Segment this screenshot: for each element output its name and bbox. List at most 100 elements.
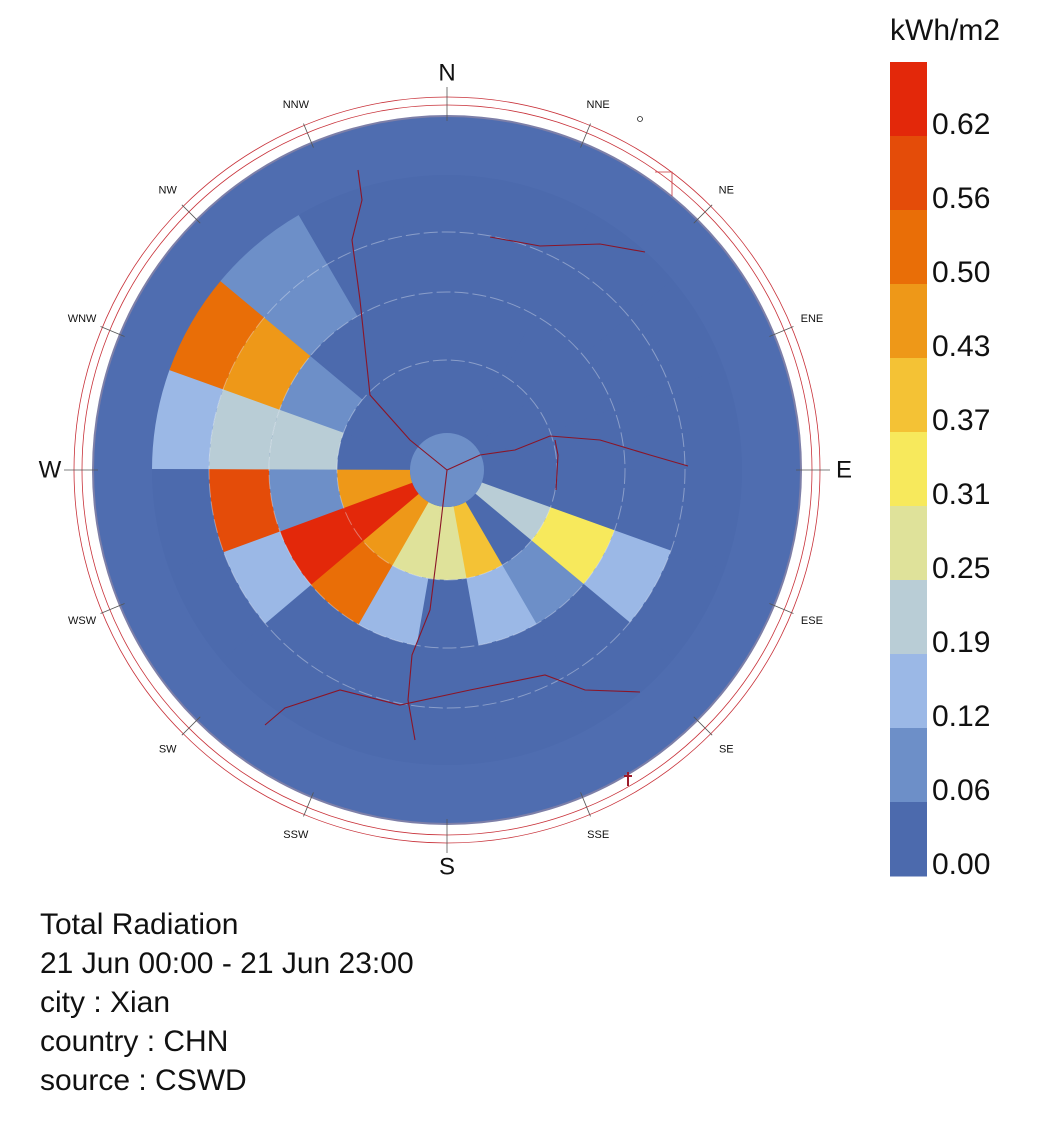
sun-marker: [624, 772, 632, 786]
rose-sector-inner: [343, 482, 419, 542]
legend-color-swatch: [890, 432, 927, 507]
direction-label-nw: NW: [159, 185, 178, 197]
rose-sector-inner: [475, 482, 551, 542]
info-title: Total Radiation: [40, 908, 239, 941]
rose-sector-inner: [391, 501, 441, 579]
rose-sector-middle: [357, 565, 429, 646]
direction-tick: [100, 603, 125, 614]
sun-marker: [637, 116, 643, 122]
legend-color-swatch: [890, 136, 927, 211]
rose-sector-edge: [394, 175, 500, 236]
rose-sector-outer: [223, 530, 312, 624]
rose-sector-middle: [550, 469, 625, 532]
rose-sector-inner: [475, 398, 551, 458]
rose-sector-middle: [279, 507, 363, 585]
info-source: source : CSWD: [40, 1064, 247, 1097]
legend-color-swatch: [890, 654, 927, 729]
direction-tick: [769, 326, 794, 337]
rose-sector-edge: [169, 550, 266, 661]
rose-sector-inner: [337, 469, 413, 508]
legend-tick-label: 0.19: [932, 626, 991, 659]
direction-label-nnw: NNW: [283, 99, 310, 111]
sunpath-line: [489, 236, 646, 253]
rose-sector-edge: [565, 214, 674, 318]
rose-sector-inner: [343, 398, 419, 458]
direction-tick: [181, 716, 201, 736]
legend-tick-label: 0.06: [932, 774, 991, 807]
rose-sector-outer: [209, 469, 280, 553]
rose-sector-middle: [269, 469, 344, 532]
rose-sector-edge: [670, 468, 743, 572]
legend-color-swatch: [890, 284, 927, 359]
info-block: Total Radiation 21 Jun 00:00 - 21 Jun 23…: [40, 905, 414, 1100]
rose-sector-edge: [220, 622, 329, 726]
direction-tick: [181, 204, 201, 224]
rose-sector-middle: [531, 355, 615, 433]
sunpath-line: [264, 674, 641, 726]
direction-tick: [303, 792, 314, 817]
ring-separator: [208, 231, 686, 709]
legend-tick-label: 0.43: [932, 330, 991, 363]
rose-sector-inner: [481, 432, 557, 471]
rose-sector-middle: [310, 540, 393, 625]
rose-sector-middle: [465, 294, 537, 375]
info-city: city : Xian: [40, 986, 171, 1019]
direction-label-ene: ENE: [801, 313, 824, 325]
legend-tick-label: 0.37: [932, 404, 991, 437]
sunpath-line: [446, 435, 689, 471]
direction-tick: [769, 603, 794, 614]
direction-label-w: W: [39, 457, 62, 484]
legend-tick-label: 0.50: [932, 256, 991, 289]
direction-tick: [693, 716, 713, 736]
rose-sector-edge: [298, 179, 407, 265]
direction-label-wnw: WNW: [68, 313, 97, 325]
rose-sector-inner: [337, 432, 413, 471]
rose-sector-middle: [415, 292, 479, 362]
rose-sector-edge: [487, 179, 596, 265]
rose-sector-inner: [391, 361, 441, 439]
rose-sector-outer: [535, 263, 630, 357]
direction-label-sw: SW: [159, 743, 177, 755]
direction-label-n: N: [438, 60, 455, 87]
legend-tick-label: 0.12: [932, 700, 991, 733]
rose-sector-middle: [531, 507, 615, 585]
legend-color-swatch: [890, 728, 927, 803]
rose-sector-edge: [152, 468, 224, 572]
direction-label-nne: NNE: [587, 99, 610, 111]
rose-sector-outer: [614, 469, 685, 553]
direction-tick: [693, 204, 713, 224]
legend-color-swatch: [890, 210, 927, 285]
legend-tick-label: 0.31: [932, 478, 991, 511]
rose-sector-inner: [453, 501, 503, 579]
rose-sector-middle: [279, 355, 363, 433]
info-period: 21 Jun 00:00 - 21 Jun 23:00: [40, 947, 414, 980]
direction-label-ssw: SSW: [283, 829, 309, 841]
rose-sector-outer: [327, 235, 417, 317]
rose-sector-edge: [670, 368, 743, 472]
rose-sector-outer: [535, 583, 630, 677]
legend-color-swatch: [890, 580, 927, 655]
direction-label-s: S: [439, 854, 455, 881]
rose-sector-outer: [223, 316, 312, 410]
legend-title: kWh/m2: [890, 14, 1001, 47]
rose-sector-inner: [362, 374, 429, 447]
rose-sector-edge: [394, 704, 500, 765]
direction-tick: [580, 792, 591, 817]
rose-sector-middle: [465, 565, 537, 646]
rose-sector-middle: [501, 315, 584, 400]
rose-sector-edge: [220, 214, 329, 318]
legend-color-swatch: [890, 802, 927, 877]
rose-sector-edge: [169, 279, 266, 390]
rose-sector-edge: [565, 622, 674, 726]
info-country: country : CHN: [40, 1025, 229, 1058]
direction-label-wsw: WSW: [68, 615, 97, 627]
rose-sector-middle: [501, 540, 584, 625]
rose-sector-outer: [477, 235, 567, 317]
rose-sector-middle: [269, 408, 344, 471]
rose-sector-edge: [152, 368, 224, 472]
rose-sector-middle: [550, 408, 625, 471]
legend-color-swatch: [890, 62, 927, 137]
rose-sector-outer: [404, 645, 490, 708]
rose-sector-outer: [264, 583, 359, 677]
legend-tick-label: 0.62: [932, 108, 991, 141]
